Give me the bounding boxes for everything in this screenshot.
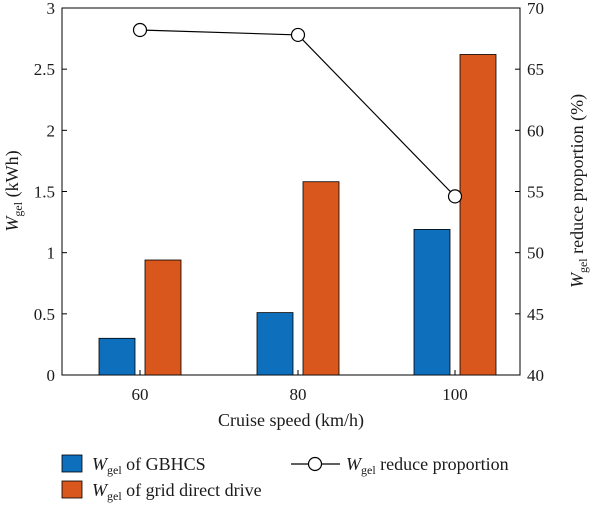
point-reduce-proportion-80 — [290, 27, 306, 43]
bar-grid-direct-drive-60 — [144, 259, 182, 376]
right-axis-title-var: W — [567, 271, 587, 288]
right-axis-title-sub: gel — [576, 258, 590, 273]
bar-grid-direct-drive-100 — [459, 54, 497, 376]
left-axis-ticks: 0 0.5 1 1.5 2 2.5 3 — [34, 0, 67, 385]
legend-swatch-grid-direct-drive — [61, 480, 83, 499]
x-axis-title: Cruise speed (km/h) — [218, 410, 364, 431]
left-tick-label: 3 — [47, 0, 56, 18]
right-tick-label: 55 — [527, 183, 544, 202]
left-axis-title-rest: (kWh) — [2, 150, 23, 201]
x-axis-ticks: 60 80 100 — [132, 370, 468, 404]
legend-label-gbhcs: Wgel of GBHCS — [92, 454, 206, 477]
left-tick-label: 2.5 — [34, 60, 55, 79]
point-reduce-proportion-60 — [132, 22, 148, 38]
right-tick-label: 45 — [527, 305, 544, 324]
left-axis-title-var: W — [2, 215, 22, 232]
legend-label-grid-direct-drive: Wgel of grid direct drive — [92, 480, 262, 503]
bars-layer — [98, 54, 497, 376]
right-axis-ticks: 40 45 50 55 60 65 70 — [515, 0, 544, 385]
left-tick-label: 1 — [47, 244, 56, 263]
x-tick-label: 100 — [442, 385, 468, 404]
line-reduce-proportion — [139, 29, 456, 197]
line-layer — [132, 22, 463, 204]
left-tick-label: 0.5 — [34, 305, 55, 324]
bar-gbhcs-80 — [256, 312, 294, 376]
left-tick-label: 1.5 — [34, 183, 55, 202]
bar-gbhcs-60 — [98, 337, 136, 376]
right-axis-title-rest: reduce proportion (%) — [567, 94, 588, 258]
legend-marker-reduce-proportion — [307, 456, 323, 472]
left-axis-title-sub: gel — [11, 201, 25, 216]
legend-label-reduce-proportion: Wgel reduce proportion — [346, 454, 509, 477]
right-tick-label: 65 — [527, 60, 544, 79]
right-tick-label: 50 — [527, 244, 544, 263]
right-tick-label: 40 — [527, 366, 544, 385]
legend-swatch-gbhcs — [61, 454, 83, 473]
legend: Wgel of GBHCS Wgel of grid direct drive … — [61, 454, 509, 503]
right-tick-label: 70 — [527, 0, 544, 18]
x-tick-label: 60 — [132, 385, 149, 404]
right-axis-title: Wgel reduce proportion (%) — [567, 94, 590, 288]
x-tick-label: 80 — [290, 385, 307, 404]
bar-grid-direct-drive-80 — [302, 181, 340, 376]
left-tick-label: 0 — [47, 366, 56, 385]
point-reduce-proportion-100 — [447, 189, 463, 204]
bar-gbhcs-100 — [413, 229, 451, 376]
left-tick-label: 2 — [47, 121, 56, 140]
right-tick-label: 60 — [527, 121, 544, 140]
left-axis-title: Wgel (kWh) — [2, 150, 25, 231]
